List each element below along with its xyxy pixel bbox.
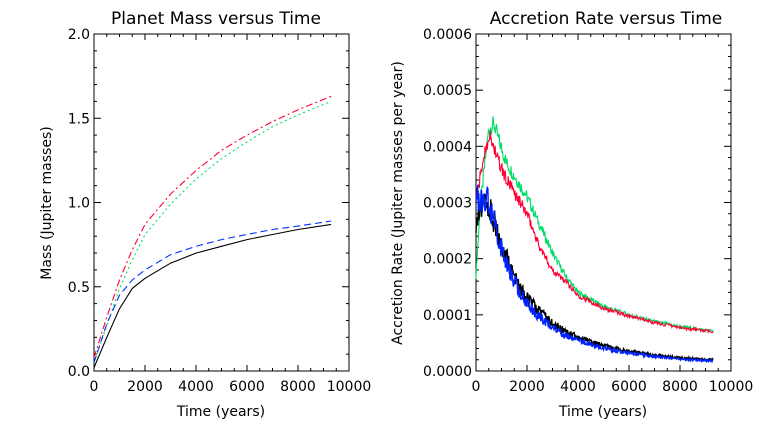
series-line-black-solid <box>93 223 332 368</box>
x-tick-label: 0 <box>472 379 481 395</box>
mass-series <box>93 95 332 368</box>
accretion-xlabel: Time (years) <box>558 404 647 420</box>
series-line-green-dotted <box>93 100 332 363</box>
x-tick-label: 0 <box>90 379 99 395</box>
x-tick-label: 8000 <box>662 379 698 395</box>
y-tick-label: 0.0 <box>68 364 90 380</box>
series-line-blue-dashed <box>93 220 332 363</box>
series-line-red <box>475 130 714 335</box>
accretion-panel: Accretion Rate versus Time 0 2000 4000 6000… <box>390 9 753 420</box>
accretion-title: Accretion Rate versus Time <box>490 9 722 29</box>
x-tick-label: 4000 <box>178 379 214 395</box>
series-line-green <box>475 116 714 334</box>
x-tick-label: 6000 <box>229 379 265 395</box>
y-tick-label: 0.0006 <box>423 27 472 43</box>
mass-ylabel: Mass (Jupiter masses) <box>39 126 55 279</box>
x-tick-label: 10000 <box>709 379 754 395</box>
mass-panel: Planet Mass versus Time 0 2000 4000 6000 800… <box>39 9 371 420</box>
accretion-ylabel: Accretion Rate (Jupiter masses per year) <box>390 61 406 345</box>
y-tick-label: 0.0004 <box>423 139 472 155</box>
mass-ticks: 0 2000 4000 6000 8000 10000 0.0 0.5 1.0 1.5 2.0 <box>68 27 372 395</box>
series-line-red-dash-dot <box>93 95 332 358</box>
y-tick-label: 0.0000 <box>423 364 472 380</box>
x-tick-label: 6000 <box>611 379 647 395</box>
x-tick-label: 8000 <box>280 379 316 395</box>
y-tick-label: 0.0003 <box>423 196 472 212</box>
y-tick-label: 0.5 <box>68 280 90 296</box>
x-tick-label: 4000 <box>560 379 596 395</box>
mass-plot-frame <box>93 33 350 372</box>
y-tick-label: 0.0002 <box>423 252 472 268</box>
accretion-series <box>475 116 714 364</box>
y-tick-label: 0.0005 <box>423 83 472 99</box>
x-tick-label: 2000 <box>509 379 545 395</box>
accretion-ticks: 0 2000 4000 6000 8000 10000 0.0000 0.0001 0.0002… <box>423 27 753 395</box>
y-tick-label: 1.5 <box>68 111 90 127</box>
series-line-blue <box>475 184 714 364</box>
y-tick-label: 0.0001 <box>423 308 472 324</box>
x-tick-label: 2000 <box>127 379 163 395</box>
mass-title: Planet Mass versus Time <box>111 9 321 29</box>
accretion-plot-frame <box>475 33 732 372</box>
mass-xlabel: Time (years) <box>176 404 265 420</box>
y-tick-label: 1.0 <box>68 196 90 212</box>
x-tick-label: 10000 <box>327 379 372 395</box>
y-tick-label: 2.0 <box>68 27 90 43</box>
